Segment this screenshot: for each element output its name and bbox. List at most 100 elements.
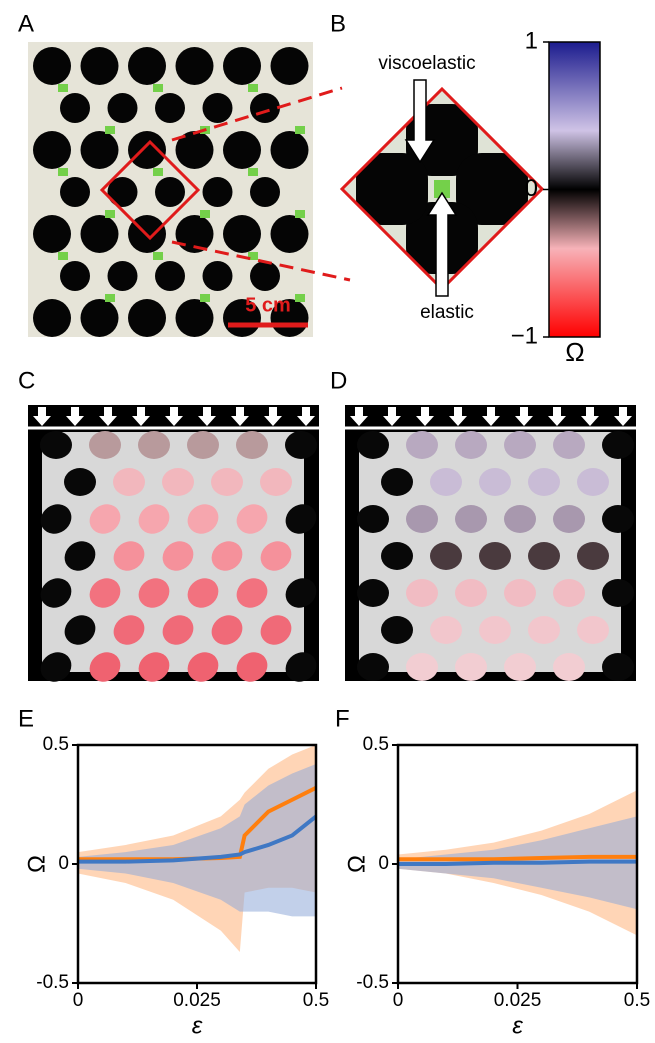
hole: [270, 215, 309, 253]
hole: [406, 431, 438, 459]
arrow: [426, 191, 458, 297]
hole: [60, 261, 90, 291]
hole: [455, 505, 487, 533]
elastic-ligament: [248, 168, 258, 176]
zoom-line: [171, 240, 351, 282]
hole: [107, 93, 138, 123]
panel-label: B: [330, 10, 346, 37]
load-arrow: [416, 407, 434, 426]
hole: [250, 93, 280, 123]
zoom-line: [171, 86, 343, 142]
colorbar: [548, 41, 601, 338]
y-tick-label: 0: [378, 853, 389, 874]
hole: [80, 131, 119, 169]
hole: [113, 468, 145, 496]
load-arrow: [165, 407, 183, 426]
hole: [577, 468, 609, 496]
hole: [528, 468, 560, 496]
hole: [40, 652, 72, 682]
hole: [33, 131, 71, 169]
load-arrow: [99, 407, 117, 426]
y-tick-label: 0: [58, 853, 69, 874]
load-arrow: [231, 407, 249, 426]
hole: [236, 652, 268, 682]
hole: [113, 541, 145, 571]
hole: [250, 177, 280, 207]
hole: [577, 616, 609, 644]
hole: [113, 615, 145, 645]
hole: [128, 299, 166, 337]
scale-bar-label: 5 cm: [245, 294, 291, 316]
x-tick-label: 0.025: [494, 990, 542, 1011]
hole: [64, 541, 96, 571]
hole: [223, 215, 261, 253]
hole: [202, 177, 233, 207]
hole: [138, 431, 170, 459]
hole: [504, 579, 536, 607]
load-arrow: [264, 407, 282, 426]
hole: [187, 578, 219, 608]
load-arrow: [581, 407, 599, 426]
hole: [479, 468, 511, 496]
line: [78, 814, 318, 864]
hole: [430, 542, 462, 570]
hole: [602, 505, 634, 533]
panel-label: F: [335, 705, 350, 732]
load-arrow: [350, 407, 368, 426]
hole: [162, 468, 194, 496]
x-tick-label: 0: [73, 990, 84, 1011]
elastic-ligament: [58, 84, 68, 92]
hole: [175, 299, 214, 337]
line: [398, 854, 637, 862]
elastic-ligament: [434, 180, 450, 198]
hole: [479, 542, 511, 570]
hole: [250, 261, 280, 291]
hole: [381, 542, 413, 570]
hole: [155, 177, 185, 207]
elastic-ligament: [105, 126, 115, 134]
hole: [211, 615, 243, 645]
load-arrow: [548, 407, 566, 426]
hole: [211, 468, 243, 496]
chart: -0.500.50 0.025 0.5εΩ: [343, 734, 650, 1039]
load-arrow: [383, 407, 401, 426]
hole: [138, 578, 170, 608]
hole: [406, 579, 438, 607]
x-tick-label: 0.025: [173, 990, 221, 1011]
y-tick-label: -0.5: [36, 972, 69, 993]
elastic-ligament: [295, 126, 305, 134]
elastic-ligament: [153, 84, 163, 92]
hole: [128, 47, 166, 85]
hole: [202, 93, 233, 123]
hole: [430, 468, 462, 496]
y-axis-label: Ω: [343, 855, 370, 873]
load-arrow: [482, 407, 500, 426]
hole: [175, 131, 214, 169]
hole: [602, 653, 634, 681]
arrow: [404, 79, 436, 164]
elastic-ligament: [58, 168, 68, 176]
hole: [187, 431, 219, 459]
hole: [456, 153, 528, 225]
hole: [602, 431, 634, 459]
hole: [89, 578, 121, 608]
hole: [187, 652, 219, 682]
elastic-ligament: [200, 210, 210, 218]
hole: [211, 541, 243, 571]
hole: [553, 579, 585, 607]
elastic-ligament: [105, 294, 115, 302]
x-axis-label: ε: [512, 1012, 523, 1039]
hole: [162, 541, 194, 571]
x-tick-label: 0.5: [624, 990, 650, 1011]
hole: [285, 652, 317, 682]
panel-label: C: [18, 367, 35, 394]
hole: [553, 653, 585, 681]
colorbar-tick-label: 0: [525, 175, 538, 202]
hole: [357, 505, 389, 533]
hole: [223, 131, 261, 169]
hole: [236, 431, 268, 459]
load-arrow: [66, 407, 84, 426]
elastic-ligament: [153, 252, 163, 260]
panels: 5 cm viscoelastic elastic 1 0 −1 Ω: [28, 27, 636, 682]
